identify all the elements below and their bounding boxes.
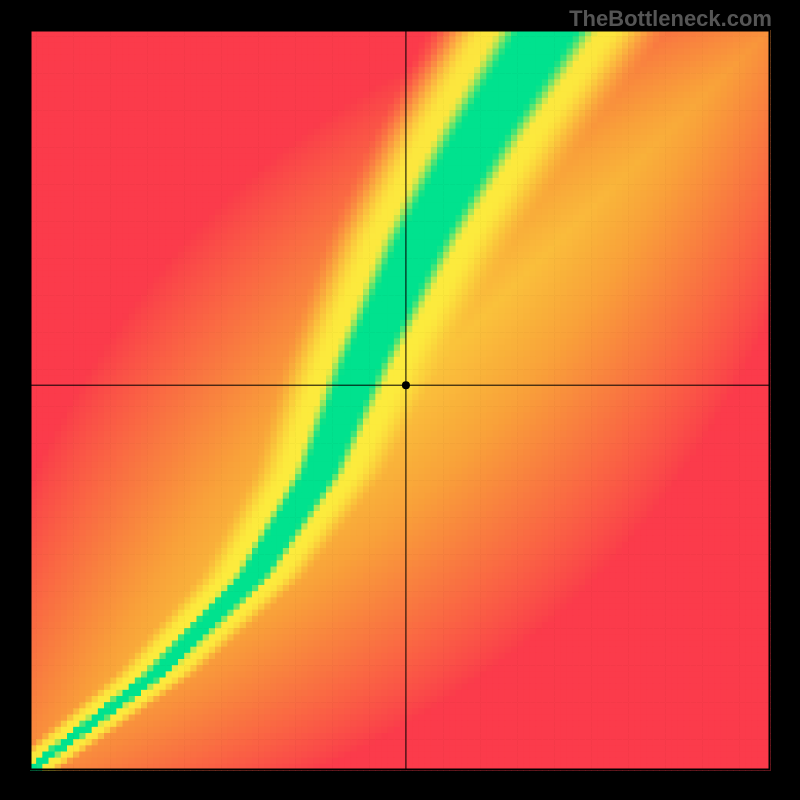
- bottleneck-heatmap: [0, 0, 800, 800]
- chart-container: TheBottleneck.com: [0, 0, 800, 800]
- watermark-text: TheBottleneck.com: [569, 6, 772, 32]
